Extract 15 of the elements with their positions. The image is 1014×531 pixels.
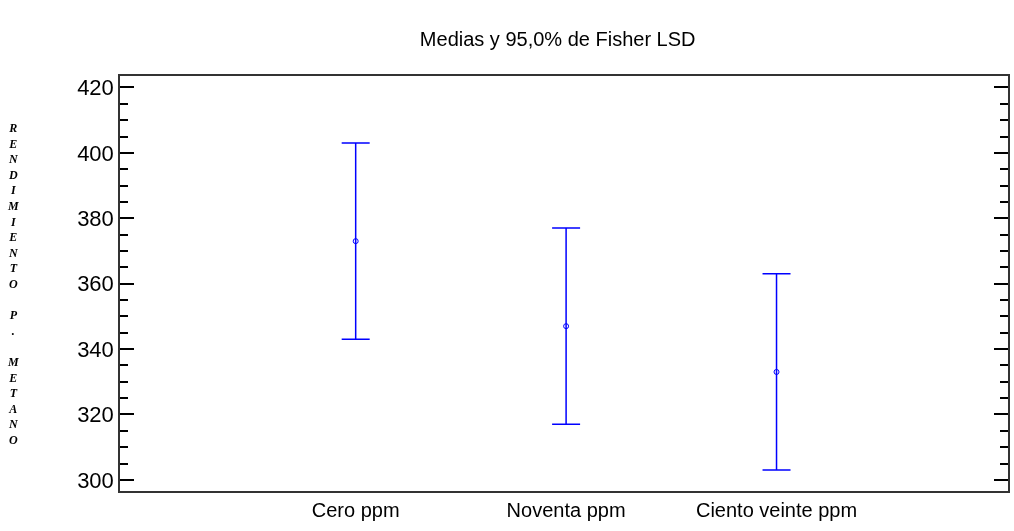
x-tick-label: Ciento veinte ppm <box>695 498 858 521</box>
point <box>563 323 570 330</box>
point <box>773 368 780 375</box>
y-tick-label: 380 <box>77 205 114 231</box>
y-tick-label: 300 <box>77 467 114 493</box>
y-tick-label: 320 <box>77 402 114 428</box>
chart-title: Medias y 95,0% de Fisher LSD <box>419 27 696 50</box>
point <box>352 238 359 245</box>
x-tick-label: Cero ppm <box>311 498 400 521</box>
x-tick-label: Noventa ppm <box>506 498 626 521</box>
y-tick-label: 360 <box>77 271 114 297</box>
y-tick-label: 400 <box>77 140 114 166</box>
text: RENDIMIENTO P. METANO <box>8 121 19 447</box>
y-tick-label: 420 <box>77 75 114 101</box>
y-tick-label: 340 <box>77 336 114 362</box>
